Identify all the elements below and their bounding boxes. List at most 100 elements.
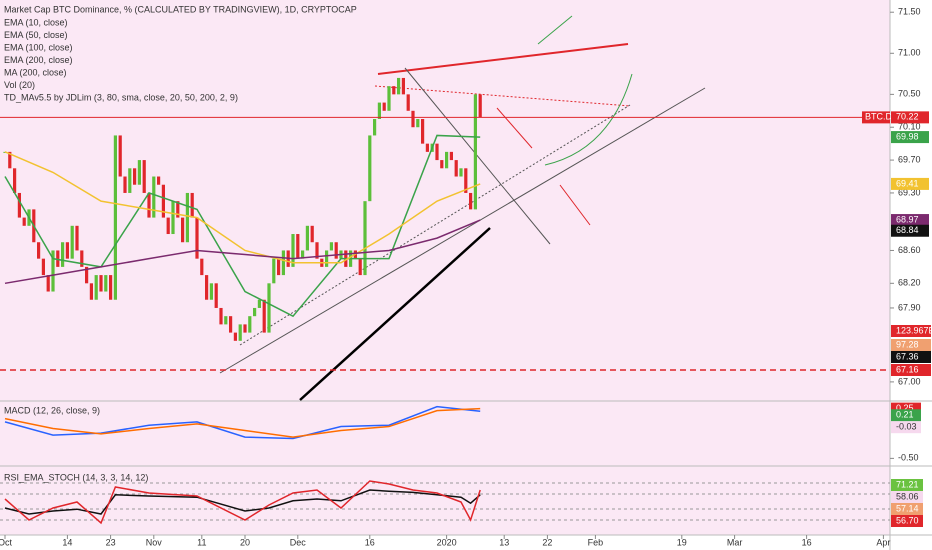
y-tick-label: 70.50	[898, 89, 921, 99]
candle	[233, 332, 237, 341]
candle	[118, 135, 122, 177]
candle	[22, 217, 26, 226]
candle	[8, 151, 12, 169]
candle	[459, 168, 463, 177]
candle	[325, 250, 329, 267]
x-tick-label: Oct	[0, 537, 12, 547]
price-tag	[891, 131, 929, 144]
y-tick-label: 68.60	[898, 245, 921, 255]
y-tick-label: 69.70	[898, 154, 921, 164]
y-tick-label: 67.00	[898, 376, 921, 386]
candle	[305, 225, 309, 251]
indicator-line	[4, 480, 481, 525]
candle	[142, 160, 146, 193]
candle	[238, 324, 242, 341]
x-tick-label: 16	[365, 537, 375, 547]
pane-title: MACD (12, 26, close, 9)	[4, 405, 100, 415]
price-tag-label: 68.97	[896, 214, 919, 224]
x-tick-label: 19	[677, 537, 687, 547]
candle	[257, 299, 261, 308]
value-tag	[891, 421, 921, 434]
candle	[185, 192, 189, 243]
candle	[70, 225, 74, 259]
y-tick-label: 71.00	[898, 48, 921, 58]
candle	[51, 250, 55, 292]
candle	[190, 192, 194, 218]
y-tick-label: 71.50	[898, 7, 921, 17]
y-tick-label: 69.30	[898, 187, 921, 197]
price-tag-label: 69.98	[896, 131, 919, 141]
candle	[329, 242, 333, 251]
value-tag-label: 58.06	[896, 491, 919, 501]
x-tick-label: 20	[240, 537, 250, 547]
y-tick-label: -0.50	[898, 453, 919, 463]
candle	[46, 275, 50, 292]
candle	[128, 168, 132, 193]
candle	[272, 258, 276, 284]
candle	[277, 258, 281, 276]
x-tick-label: Feb	[588, 537, 604, 547]
legend-entry: TD_MAv5.5 by JDLim (3, 80, sma, close, 2…	[4, 92, 238, 102]
indicator-line	[4, 134, 481, 318]
indicator-line	[4, 407, 481, 438]
candle	[397, 77, 401, 95]
candle	[310, 225, 314, 243]
value-tag-label: 0.21	[896, 410, 914, 420]
volume-tag-label: 67.16	[896, 364, 919, 374]
candle	[296, 234, 300, 259]
candle	[75, 225, 79, 251]
candle	[99, 275, 103, 292]
candle	[368, 135, 372, 202]
y-tick-label: 70.10	[898, 122, 921, 132]
value-tag	[891, 503, 923, 515]
candle	[454, 160, 458, 177]
candle	[267, 283, 271, 333]
y-tick-label: 67.90	[898, 302, 921, 312]
candle	[406, 94, 410, 111]
candle	[425, 143, 429, 152]
candle	[377, 102, 381, 120]
value-tag	[891, 479, 923, 491]
value-tag	[891, 491, 923, 503]
candle	[469, 192, 473, 210]
candle	[209, 283, 213, 300]
price-tag	[891, 111, 929, 124]
candle	[291, 234, 295, 267]
indicator-line	[4, 405, 481, 440]
x-tick-label: Mar	[727, 537, 743, 547]
indicator-line	[4, 219, 481, 285]
value-tag	[891, 515, 923, 527]
candle	[262, 299, 266, 333]
price-tag	[891, 177, 929, 190]
candle	[200, 258, 204, 276]
volume-tag-label: 67.36	[896, 351, 919, 361]
candle	[166, 217, 170, 235]
x-tick-label: 23	[106, 537, 116, 547]
x-tick-label: 22	[542, 537, 552, 547]
price-tag-label: 70.22	[896, 112, 919, 122]
candle	[147, 192, 151, 218]
candle	[248, 316, 252, 333]
candle	[464, 168, 468, 193]
volume-tag	[891, 325, 931, 337]
pane-title: RSI_EMA_STOCH (14, 3, 3, 14, 12)	[4, 472, 148, 482]
value-tag-label: 57.14	[896, 503, 919, 513]
price-tag-label: 69.41	[896, 178, 919, 188]
candle	[17, 192, 21, 218]
x-tick-label: Apr	[876, 537, 890, 547]
candle	[37, 242, 41, 259]
candle	[435, 143, 439, 161]
x-tick-label: 11	[197, 537, 206, 547]
value-tag-label: 71.21	[896, 479, 919, 489]
candle	[224, 316, 228, 325]
candle	[181, 217, 185, 243]
candle	[104, 275, 108, 292]
candle	[195, 217, 199, 259]
candle	[449, 151, 453, 161]
price-tag	[891, 214, 929, 227]
candle	[61, 242, 65, 267]
candle	[13, 168, 17, 193]
symbol-label: BTC.D	[865, 112, 893, 122]
volume-tag-label: 97.28	[896, 339, 919, 349]
